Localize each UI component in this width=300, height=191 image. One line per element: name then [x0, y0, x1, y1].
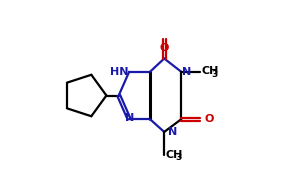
Text: N: N	[182, 67, 191, 77]
Text: N: N	[125, 113, 135, 123]
Text: 3: 3	[175, 153, 181, 162]
Text: CH: CH	[165, 150, 182, 160]
Text: 3: 3	[211, 70, 217, 79]
Text: O: O	[160, 43, 169, 53]
Text: O: O	[204, 114, 214, 124]
Text: HN: HN	[110, 67, 128, 77]
Text: N: N	[168, 126, 178, 137]
Text: CH: CH	[201, 66, 219, 76]
